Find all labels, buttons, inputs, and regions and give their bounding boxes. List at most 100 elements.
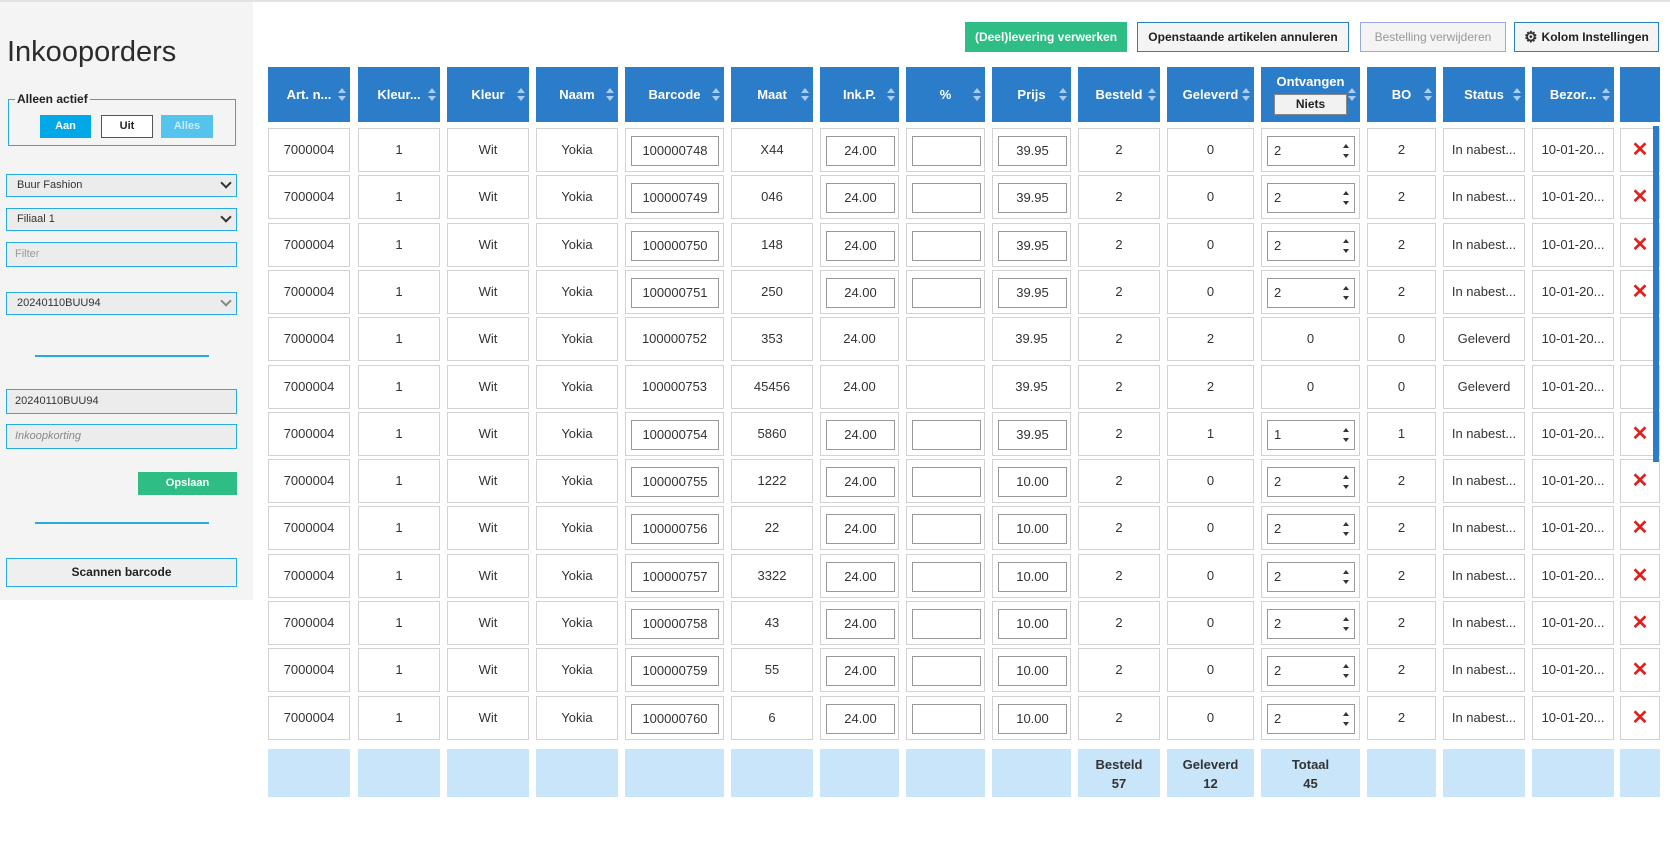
save-button[interactable]: Opslaan: [138, 472, 237, 495]
chevron-down-icon[interactable]: [1343, 722, 1349, 726]
column-header-status[interactable]: Status: [1443, 67, 1525, 122]
column-header-besteld[interactable]: Besteld: [1078, 67, 1160, 122]
pct-input[interactable]: [912, 704, 981, 734]
barcode-input[interactable]: 100000755: [631, 467, 719, 497]
pct-input[interactable]: [912, 656, 981, 686]
close-icon[interactable]: ✕: [1631, 659, 1649, 681]
barcode-input[interactable]: 100000759: [631, 656, 719, 686]
received-quantity-stepper[interactable]: 2: [1267, 183, 1355, 213]
close-icon[interactable]: ✕: [1631, 707, 1649, 729]
barcode-input[interactable]: 100000760: [631, 704, 719, 734]
sort-icon[interactable]: [606, 88, 614, 102]
active-all-button[interactable]: Alles: [161, 115, 213, 138]
barcode-input[interactable]: 100000748: [631, 136, 719, 166]
inkp-input[interactable]: 24.00: [826, 278, 895, 308]
column-header-ontvangen[interactable]: Ontvangen Niets: [1261, 67, 1360, 122]
inkp-input[interactable]: 24.00: [826, 609, 895, 639]
received-quantity-stepper[interactable]: 2: [1267, 656, 1355, 686]
scan-barcode-button[interactable]: Scannen barcode: [6, 558, 237, 587]
cancel-open-items-button[interactable]: Openstaande artikelen annuleren: [1137, 22, 1349, 52]
received-quantity-stepper[interactable]: 2: [1267, 136, 1355, 166]
close-icon[interactable]: ✕: [1631, 234, 1649, 256]
barcode-input[interactable]: 100000754: [631, 420, 719, 450]
chevron-up-icon[interactable]: [1343, 664, 1349, 668]
close-icon[interactable]: ✕: [1631, 139, 1649, 161]
sort-icon[interactable]: [517, 88, 525, 102]
prijs-input[interactable]: 10.00: [998, 467, 1067, 497]
chevron-down-icon[interactable]: [1343, 296, 1349, 300]
column-header-kleur[interactable]: Kleur: [447, 67, 529, 122]
sort-icon[interactable]: [887, 88, 895, 102]
chevron-up-icon[interactable]: [1343, 144, 1349, 148]
chevron-down-icon[interactable]: [1343, 201, 1349, 205]
pct-input[interactable]: [912, 183, 981, 213]
prijs-input[interactable]: 39.95: [998, 278, 1067, 308]
pct-input[interactable]: [912, 609, 981, 639]
prijs-input[interactable]: 39.95: [998, 183, 1067, 213]
prijs-input[interactable]: 39.95: [998, 136, 1067, 166]
pct-input[interactable]: [912, 467, 981, 497]
inkp-input[interactable]: 24.00: [826, 514, 895, 544]
purchase-discount-input[interactable]: Inkoopkorting: [6, 424, 237, 449]
prijs-input[interactable]: 10.00: [998, 656, 1067, 686]
barcode-input[interactable]: 100000758: [631, 609, 719, 639]
barcode-input[interactable]: 100000750: [631, 231, 719, 261]
chevron-down-icon[interactable]: [1343, 485, 1349, 489]
supplier-select[interactable]: Buur Fashion: [6, 174, 237, 197]
barcode-input[interactable]: 100000751: [631, 278, 719, 308]
chevron-up-icon[interactable]: [1343, 617, 1349, 621]
close-icon[interactable]: ✕: [1631, 423, 1649, 445]
sort-icon[interactable]: [1059, 88, 1067, 102]
filter-input[interactable]: Filter: [6, 242, 237, 267]
column-header-pct[interactable]: %: [906, 67, 985, 122]
sort-icon[interactable]: [801, 88, 809, 102]
inkp-input[interactable]: 24.00: [826, 420, 895, 450]
delete-order-button[interactable]: Bestelling verwijderen: [1360, 22, 1506, 52]
inkp-input[interactable]: 24.00: [826, 231, 895, 261]
chevron-down-icon[interactable]: [1343, 249, 1349, 253]
pct-input[interactable]: [912, 231, 981, 261]
chevron-up-icon[interactable]: [1343, 570, 1349, 574]
column-header-barcode[interactable]: Barcode: [625, 67, 724, 122]
inkp-input[interactable]: 24.00: [826, 704, 895, 734]
chevron-up-icon[interactable]: [1343, 286, 1349, 290]
prijs-input[interactable]: 10.00: [998, 704, 1067, 734]
barcode-input[interactable]: 100000756: [631, 514, 719, 544]
column-header-maat[interactable]: Maat: [731, 67, 813, 122]
prijs-input[interactable]: 10.00: [998, 609, 1067, 639]
branch-select[interactable]: Filiaal 1: [6, 208, 237, 231]
received-quantity-stepper[interactable]: 1: [1267, 420, 1355, 450]
chevron-down-icon[interactable]: [1343, 674, 1349, 678]
prijs-input[interactable]: 39.95: [998, 420, 1067, 450]
inkp-input[interactable]: 24.00: [826, 183, 895, 213]
inkp-input[interactable]: 24.00: [826, 467, 895, 497]
close-icon[interactable]: ✕: [1631, 565, 1649, 587]
close-icon[interactable]: ✕: [1631, 281, 1649, 303]
inkp-input[interactable]: 24.00: [826, 562, 895, 592]
sort-icon[interactable]: [1348, 88, 1356, 102]
vertical-scrollbar[interactable]: [1653, 126, 1659, 462]
received-quantity-stepper[interactable]: 2: [1267, 609, 1355, 639]
pct-input[interactable]: [912, 562, 981, 592]
column-header-bezorg[interactable]: Bezor...: [1532, 67, 1614, 122]
column-header-kleurnr[interactable]: Kleur...: [358, 67, 440, 122]
pct-input[interactable]: [912, 278, 981, 308]
column-header-inkp[interactable]: Ink.P.: [820, 67, 899, 122]
chevron-down-icon[interactable]: [1343, 580, 1349, 584]
chevron-down-icon[interactable]: [1343, 627, 1349, 631]
close-icon[interactable]: ✕: [1631, 517, 1649, 539]
sort-icon[interactable]: [428, 88, 436, 102]
prijs-input[interactable]: 39.95: [998, 231, 1067, 261]
sort-icon[interactable]: [1424, 88, 1432, 102]
pct-input[interactable]: [912, 420, 981, 450]
chevron-up-icon[interactable]: [1343, 191, 1349, 195]
inkp-input[interactable]: 24.00: [826, 656, 895, 686]
sort-icon[interactable]: [1242, 88, 1250, 102]
chevron-down-icon[interactable]: [1343, 532, 1349, 536]
chevron-down-icon[interactable]: [1343, 154, 1349, 158]
chevron-up-icon[interactable]: [1343, 475, 1349, 479]
inkp-input[interactable]: 24.00: [826, 136, 895, 166]
column-header-art[interactable]: Art. n...: [268, 67, 350, 122]
close-icon[interactable]: ✕: [1631, 186, 1649, 208]
column-header-prijs[interactable]: Prijs: [992, 67, 1071, 122]
